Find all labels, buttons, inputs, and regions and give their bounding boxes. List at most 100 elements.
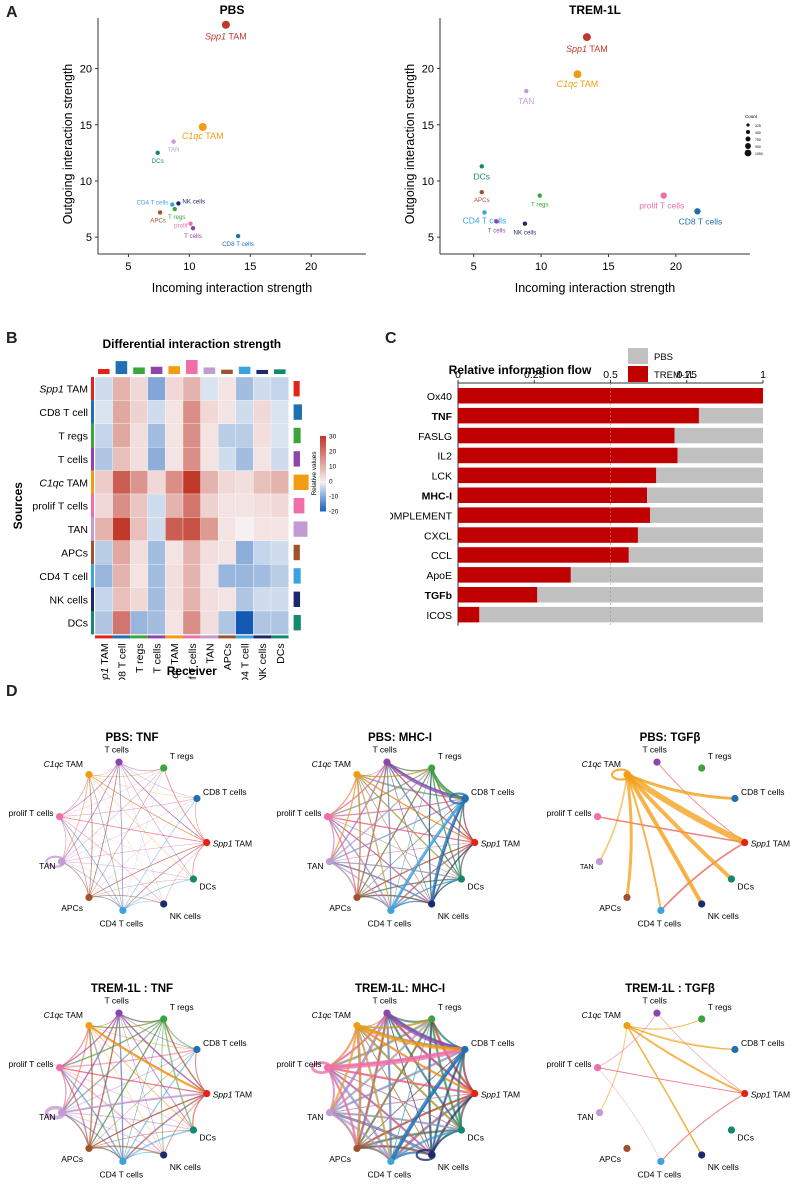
network-edge — [327, 774, 358, 818]
point-label: prolif — [174, 223, 188, 230]
network-edge-strong — [430, 767, 466, 800]
flow-bar-pbs — [628, 547, 763, 563]
network-node — [323, 812, 332, 821]
network-title: TREM-1L: MHC-I — [355, 983, 445, 995]
network-node — [698, 900, 706, 908]
network-node — [698, 1151, 706, 1159]
network-edge — [162, 1018, 195, 1131]
network-node-label: NK cells — [708, 911, 739, 921]
colorbar-segment — [320, 443, 326, 447]
network-node — [57, 1109, 66, 1117]
network-edge — [597, 1067, 662, 1162]
heatmap-top-bar — [203, 367, 216, 374]
scatter-panel: PBS 5 10 15 20 5 10 15 20 Incoming interaction st… — [61, 3, 763, 295]
heatmap-cell — [112, 610, 131, 635]
col-label: TAN — [204, 643, 216, 663]
heatmap-cell — [94, 564, 113, 588]
flow-category-label: COMPLEMENT — [390, 510, 453, 522]
point-label: NK cells — [514, 230, 537, 237]
network-edge — [326, 816, 358, 898]
network-node — [457, 875, 466, 883]
network-node-label: CD8 T cells — [741, 787, 785, 797]
network-graph: TREM-1L: MHC-IT cells T regs CD8 T cells Sp… — [277, 983, 521, 1179]
network-node-label: NK cells — [170, 911, 201, 921]
network-edge — [328, 1025, 359, 1114]
network-edge — [88, 1025, 164, 1156]
network-edge — [61, 842, 207, 862]
network-node — [457, 1126, 466, 1134]
heatmap-cell — [130, 540, 148, 565]
network-edge — [88, 894, 164, 905]
scatter-point — [524, 88, 529, 94]
network-edge — [327, 767, 432, 817]
col-label: T cells — [152, 643, 164, 673]
network-edge — [355, 1025, 392, 1162]
heatmap-cell — [94, 400, 113, 424]
panel-label-a: A — [6, 4, 18, 21]
col-color-strip — [200, 635, 219, 639]
network-edge — [656, 1012, 745, 1094]
network-node-label: TAN — [307, 861, 323, 871]
heatmap-panel: Differential interaction strength Spp1 TA… — [11, 337, 339, 680]
heatmap-cell — [218, 376, 236, 401]
heatmap-side-bar — [293, 498, 305, 514]
scatter-point — [198, 123, 207, 132]
network-edge — [118, 761, 207, 843]
network-node — [741, 838, 749, 847]
network-edge-strong — [389, 797, 467, 912]
colorbar-segment — [320, 456, 326, 459]
network-edge — [61, 1112, 164, 1156]
col-color-strip — [183, 635, 201, 639]
network-edge — [356, 798, 466, 898]
point-label: CD4 T cells — [463, 215, 507, 225]
col-label: T regs — [134, 643, 146, 673]
heatmap-cell — [130, 587, 148, 612]
heatmap-cell — [147, 587, 166, 612]
heatmap-cell — [235, 400, 254, 424]
colorbar-segment — [320, 438, 326, 442]
heatmap-side-bar — [293, 615, 301, 631]
network-edge — [122, 798, 198, 911]
colorbar-segment — [320, 451, 326, 454]
network-edge — [61, 1025, 90, 1113]
network-node — [57, 858, 66, 866]
network-edge — [59, 816, 207, 843]
network-node-label: CD4 T cells — [367, 1169, 411, 1179]
network-edge — [122, 1129, 194, 1163]
network-edge — [356, 1025, 361, 1149]
flow-bar-trem1l — [458, 427, 675, 444]
network-edge — [386, 762, 392, 911]
network-node — [623, 770, 631, 779]
network-node — [353, 1021, 361, 1030]
heatmap-cell — [235, 564, 254, 588]
heatmap-cell — [182, 564, 201, 588]
col-color-strip — [165, 635, 183, 639]
row-color-strip — [91, 447, 94, 471]
network-node-label: prolif T cells — [547, 1059, 592, 1069]
network-edge — [59, 761, 120, 817]
information-flow-panel: Relative information flow PBS TREM-1L 0 0.25… — [390, 348, 766, 626]
colorbar-tick: 30 — [329, 434, 337, 441]
flow-category-label: LCK — [432, 471, 452, 483]
col-color-strip — [147, 635, 166, 639]
heatmap-cell — [182, 470, 201, 495]
network-edge — [61, 861, 90, 898]
network-node-label: NK cells — [438, 1162, 469, 1172]
heatmap-cell — [270, 400, 289, 424]
colorbar-segment — [320, 436, 326, 439]
colorbar-segment — [320, 473, 326, 477]
flow-bar-trem1l — [458, 467, 657, 484]
heatmap-cell — [270, 587, 289, 612]
network-node-label: Spp1 TAM — [751, 839, 790, 849]
network-edge — [118, 762, 124, 911]
network-node-label: C1qc TAM — [312, 759, 351, 769]
colorbar-segment — [320, 468, 326, 472]
network-edge-strong — [626, 1018, 702, 1030]
heatmap-cell — [200, 423, 219, 448]
heatmap-side-bar — [293, 544, 300, 561]
heatmap-cell — [218, 447, 236, 471]
col-color-strip — [112, 635, 131, 639]
heatmap-cell — [165, 564, 184, 588]
network-node-label: DCs — [737, 881, 754, 891]
network-node — [428, 900, 436, 908]
